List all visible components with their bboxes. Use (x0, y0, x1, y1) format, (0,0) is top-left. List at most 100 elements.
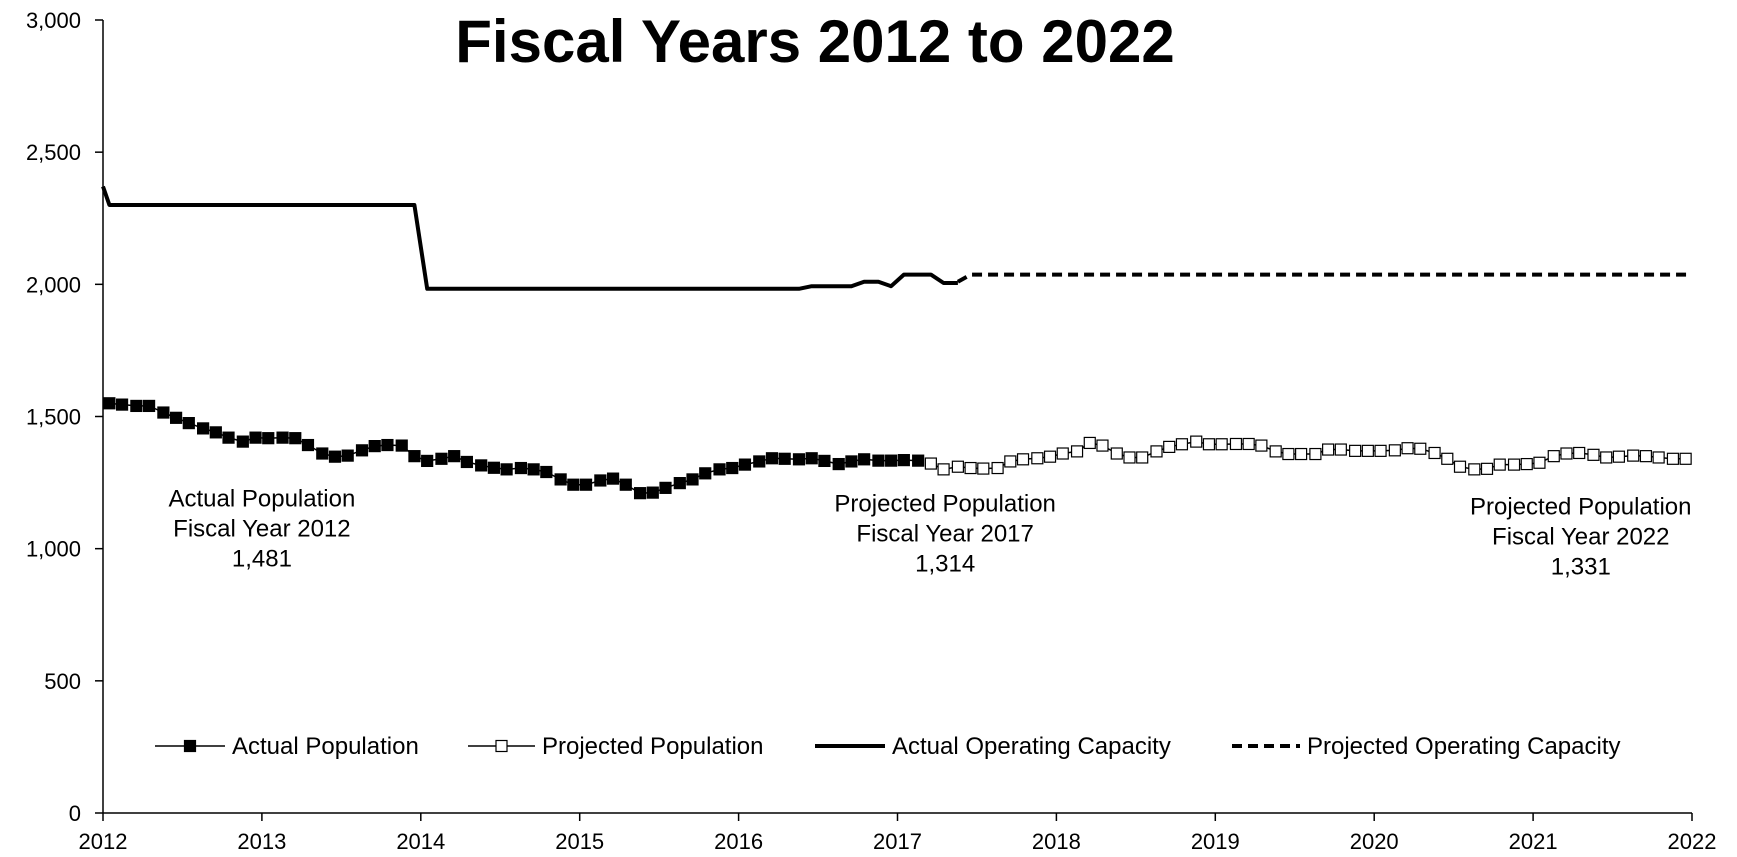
data-point (1414, 442, 1427, 455)
x-tick-label: 2018 (1032, 829, 1081, 854)
x-tick-label: 2015 (555, 829, 604, 854)
y-tick-label: 0 (69, 801, 81, 826)
x-tick-label: 2021 (1509, 829, 1558, 854)
data-point (765, 452, 779, 465)
data-point (1043, 450, 1057, 463)
data-point (142, 399, 156, 413)
legend-label: Actual Population (232, 733, 419, 760)
y-tick-label: 3,000 (26, 8, 81, 33)
data-point (1334, 443, 1347, 456)
data-point (115, 398, 129, 411)
data-point (1600, 451, 1613, 464)
series-line (109, 402, 919, 494)
annotation-line: Fiscal Year 2012 (173, 515, 350, 542)
data-point (1533, 456, 1546, 469)
series-projected-population (924, 435, 1692, 476)
data-point (1096, 439, 1109, 452)
data-point (1004, 455, 1017, 468)
data-point (646, 486, 659, 499)
data-point (103, 397, 116, 410)
data-point (897, 454, 910, 467)
data-point (448, 450, 461, 463)
data-point (686, 473, 699, 486)
data-point (738, 458, 752, 471)
data-point (1627, 449, 1640, 462)
data-point (408, 450, 421, 463)
data-point (1507, 458, 1521, 471)
data-point (421, 454, 434, 468)
data-point (262, 432, 275, 445)
legend-item: Actual Operating Capacity (815, 733, 1171, 760)
x-tick-label: 2012 (79, 829, 128, 854)
data-point (460, 455, 473, 469)
data-point (475, 459, 488, 472)
x-tick-label: 2020 (1350, 829, 1399, 854)
y-tick-label: 2,500 (26, 140, 81, 165)
data-point (1175, 438, 1189, 451)
data-point (1110, 447, 1123, 460)
legend-item: Actual Population (155, 733, 419, 760)
data-point (341, 449, 354, 462)
data-point (606, 472, 620, 485)
data-point (355, 444, 369, 457)
data-point (1229, 437, 1243, 451)
axes: 0 500 1,000 1,500 2,000 2,500 3,000 2012 2013 201… (26, 8, 1717, 854)
data-point (157, 406, 170, 419)
data-point (726, 461, 739, 475)
data-point (197, 422, 210, 435)
data-point (316, 447, 329, 460)
data-point (1666, 452, 1680, 465)
data-point (1215, 438, 1228, 451)
data-point (1612, 450, 1626, 463)
data-point (381, 438, 394, 452)
data-point (236, 435, 249, 448)
x-tick-label: 2016 (714, 829, 763, 854)
chart-title: Fiscal Years 2012 to 2022 (455, 8, 1174, 75)
data-point (633, 487, 647, 500)
legend-swatch-marker (183, 739, 197, 753)
annotation-line: 1,481 (232, 545, 292, 572)
data-point (778, 452, 791, 465)
data-point (395, 439, 408, 452)
data-point (1083, 436, 1096, 450)
data-point (301, 438, 315, 452)
y-tick-label: 1,000 (26, 537, 81, 562)
annotation-line: Fiscal Year 2017 (856, 521, 1033, 548)
data-point (1560, 447, 1573, 460)
x-tick-label: 2014 (396, 829, 445, 854)
annotations: Actual Population Fiscal Year 2012 1,481 Pr… (169, 485, 1692, 580)
data-point (1520, 457, 1533, 471)
x-tick-label: 2022 (1668, 829, 1717, 854)
data-point (209, 426, 222, 439)
data-point (594, 474, 607, 487)
data-point (1242, 437, 1255, 451)
data-point (1547, 450, 1560, 463)
data-point (912, 454, 925, 467)
data-point (1190, 435, 1203, 448)
data-point (1441, 452, 1454, 465)
annotation-line: Projected Population (834, 491, 1055, 518)
data-point (1309, 447, 1322, 461)
data-point (659, 481, 672, 494)
x-tick-label: 2013 (237, 829, 286, 854)
legend-item: Projected Operating Capacity (1232, 733, 1621, 760)
data-point (1361, 444, 1374, 457)
data-point (1587, 448, 1600, 461)
data-point (1652, 451, 1665, 464)
data-point (1679, 452, 1692, 465)
data-point (130, 399, 143, 413)
data-point (222, 431, 235, 444)
data-point (924, 457, 937, 470)
data-point (1269, 445, 1282, 458)
data-point (885, 454, 898, 467)
annotation-line: Actual Population (169, 485, 356, 512)
data-point (805, 452, 818, 465)
data-point (1401, 442, 1414, 455)
series-line (956, 272, 1692, 284)
annotation: Actual Population Fiscal Year 2012 1,481 (169, 485, 356, 572)
data-point (964, 461, 977, 475)
data-point (487, 461, 500, 474)
annotation: Projected Population Fiscal Year 2017 1,31… (834, 491, 1055, 578)
